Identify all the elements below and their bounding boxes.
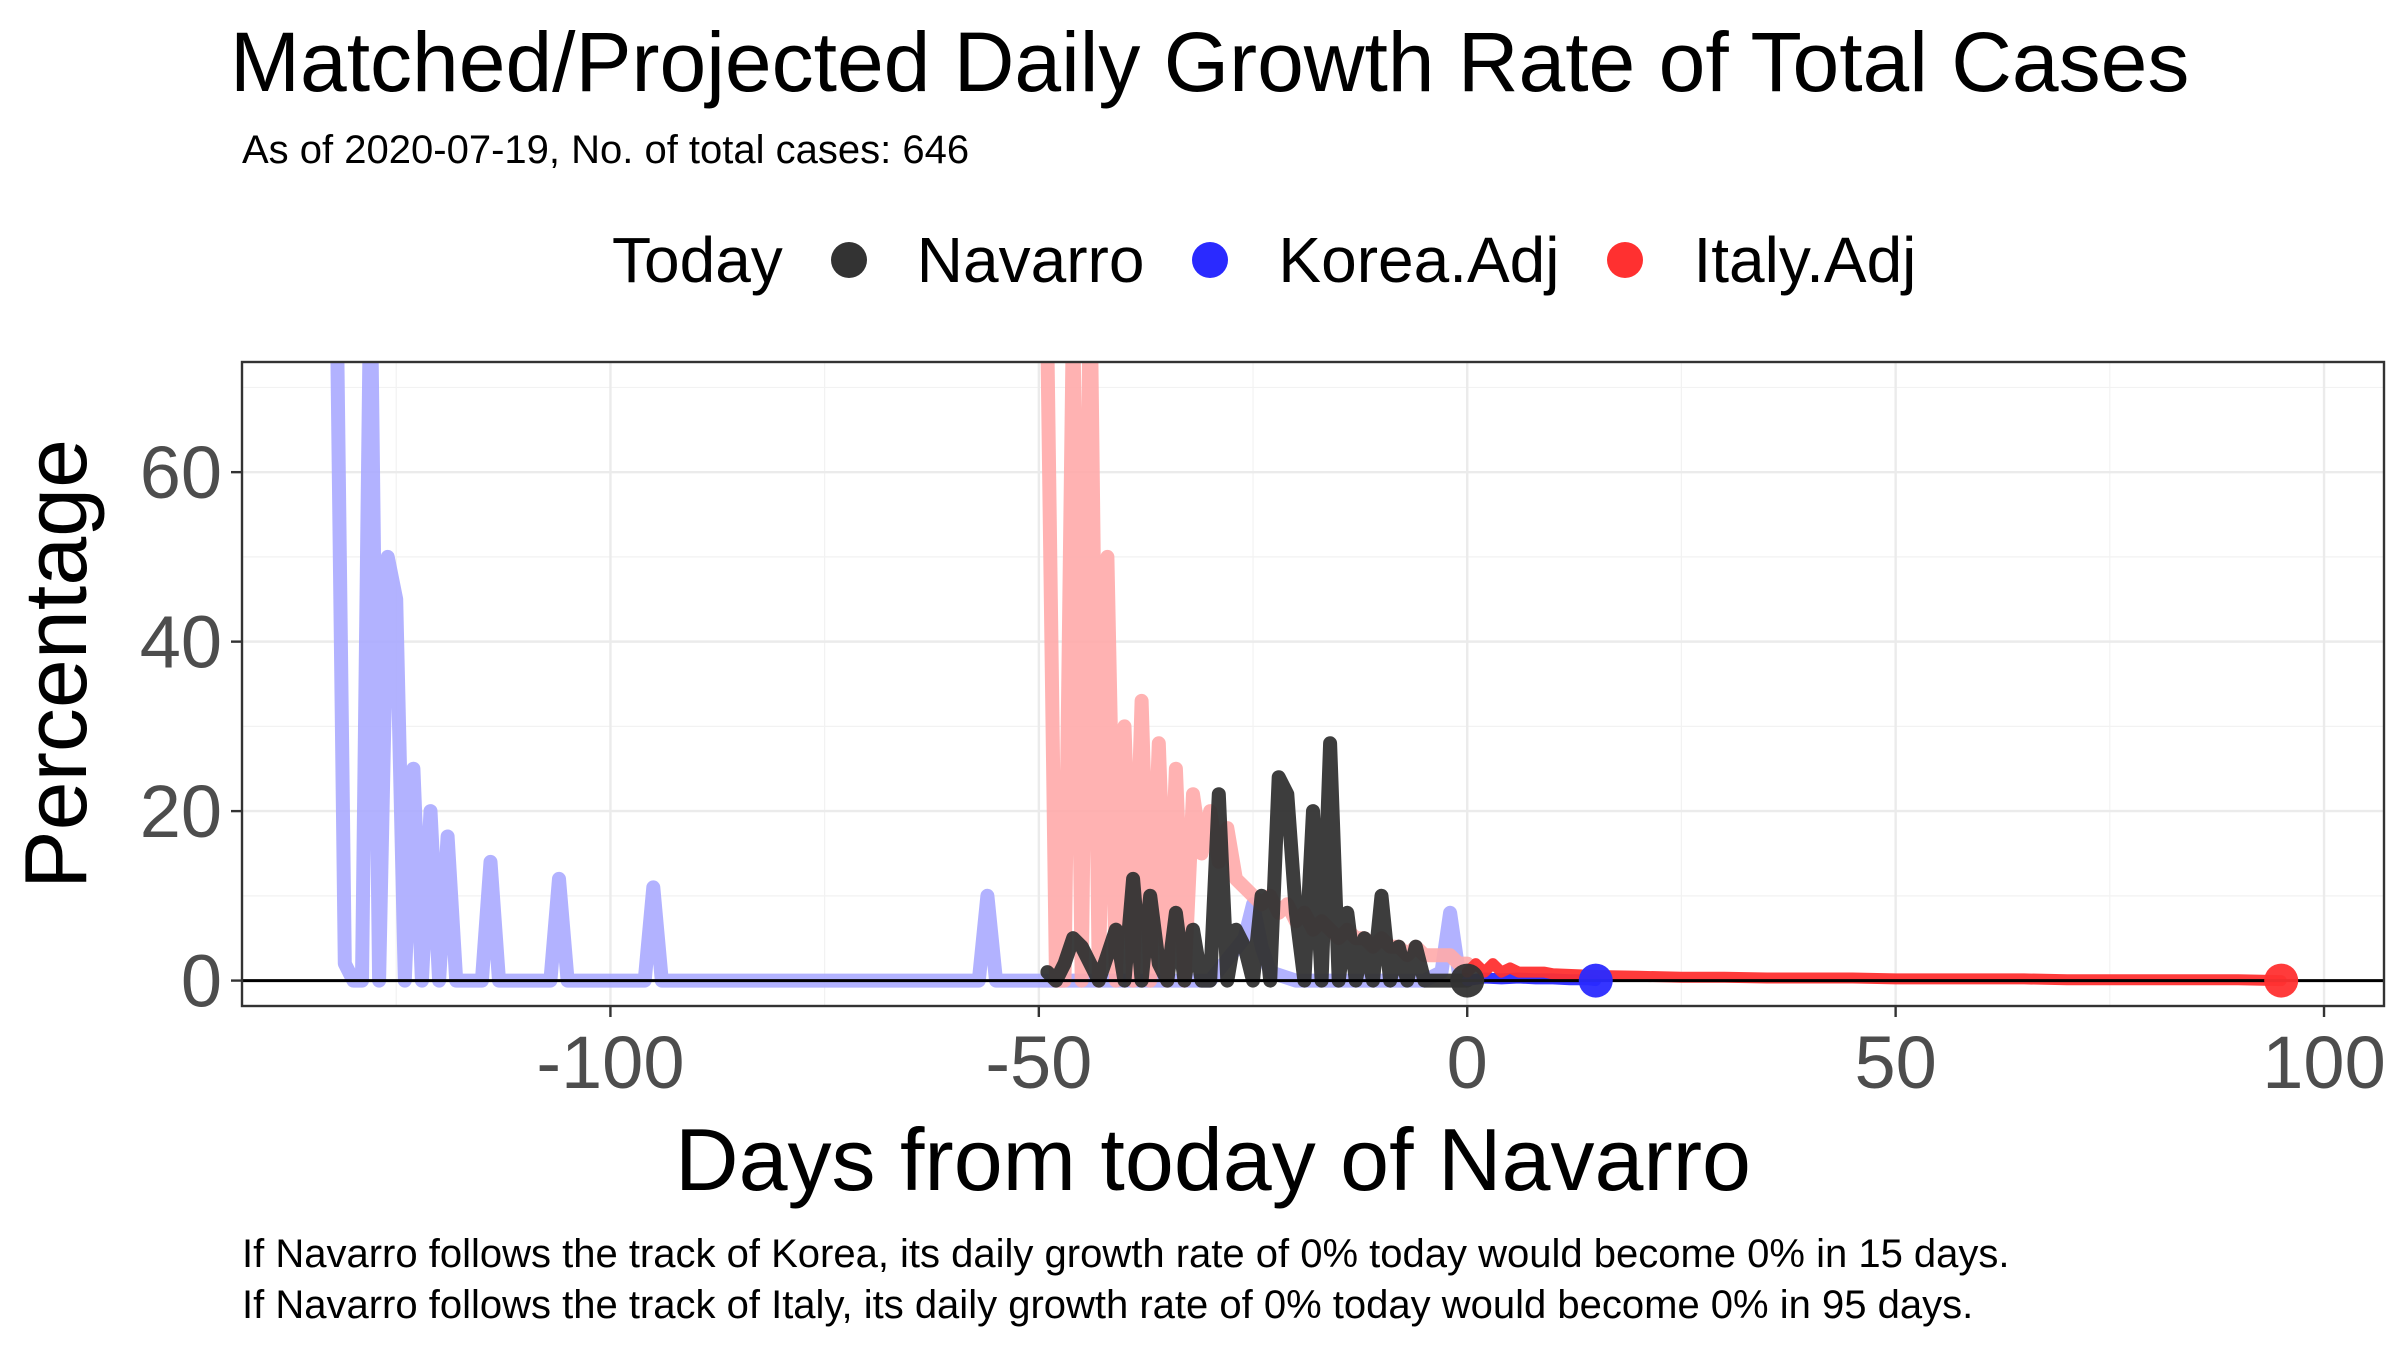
- caption-korea: If Navarro follows the track of Korea, i…: [242, 1232, 2010, 1276]
- legend-label-korea: Korea.Adj: [1278, 224, 1560, 296]
- caption-italy: If Navarro follows the track of Italy, i…: [242, 1283, 1974, 1327]
- x-tick-label: -50: [985, 1021, 1092, 1104]
- today-point-korea-adj: [1578, 963, 1613, 998]
- legend-label-navarro: Navarro: [916, 224, 1145, 296]
- y-tick-label: 60: [140, 431, 222, 514]
- y-tick-label: 20: [140, 770, 222, 853]
- legend-key-italy: [1607, 242, 1644, 278]
- chart-title: Matched/Projected Daily Growth Rate of T…: [230, 15, 2190, 109]
- today-point-italy-adj: [2264, 963, 2299, 998]
- y-axis-title: Percentage: [6, 439, 105, 889]
- today-point-navarro: [1450, 963, 1485, 998]
- series-line-navarro-actual: [1040, 736, 1475, 988]
- legend-key-korea: [1192, 242, 1229, 278]
- x-tick-label: -100: [536, 1021, 684, 1104]
- y-tick-label: 0: [181, 940, 222, 1023]
- x-tick-label: 0: [1447, 1021, 1488, 1104]
- legend-label-italy: Italy.Adj: [1693, 224, 1917, 296]
- x-tick-label: 100: [2262, 1021, 2385, 1104]
- legend-title: Today: [612, 224, 783, 296]
- legend: Today Navarro Korea.Adj Italy.Adj: [612, 218, 1964, 302]
- x-tick-label: 50: [1854, 1021, 1936, 1104]
- legend-key-navarro: [830, 242, 867, 278]
- chart-subtitle: As of 2020-07-19, No. of total cases: 64…: [242, 128, 970, 172]
- x-axis-title: Days from today of Navarro: [675, 1110, 1751, 1209]
- y-tick-label: 40: [140, 601, 222, 684]
- plot-border: [240, 360, 2386, 1008]
